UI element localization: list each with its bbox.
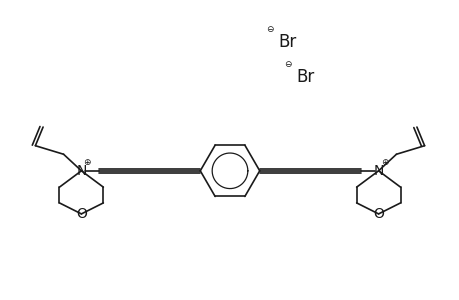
Text: ⊕: ⊕: [380, 158, 387, 167]
Text: O: O: [76, 207, 87, 221]
Text: Br: Br: [296, 68, 314, 86]
Text: O: O: [372, 207, 383, 221]
Text: ⊕: ⊕: [84, 158, 91, 167]
Text: N: N: [373, 164, 383, 178]
Text: ⊖: ⊖: [284, 60, 291, 69]
Text: ⊖: ⊖: [265, 25, 273, 34]
Text: Br: Br: [277, 32, 296, 50]
Text: N: N: [76, 164, 86, 178]
